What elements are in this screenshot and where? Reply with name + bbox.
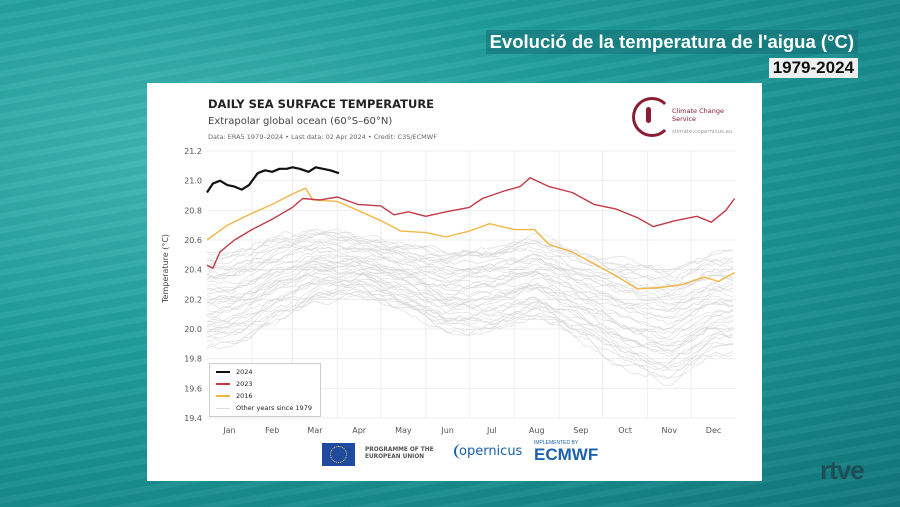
- ecmwf-note: IMPLEMENTED BY: [534, 440, 579, 446]
- y-tick-label: 20.0: [184, 325, 202, 334]
- legend-item-2024: 2024: [216, 368, 253, 376]
- series-line-other-year: [206, 247, 734, 299]
- series-line-other-year: [206, 294, 734, 371]
- c3s-logo: Climate Change Service climate.copernicu…: [632, 95, 742, 140]
- legend-label: 2016: [236, 392, 253, 400]
- headline-period: 1979-2024: [768, 58, 858, 78]
- x-tick-label: Jun: [440, 426, 454, 435]
- series-line-other-year: [206, 240, 734, 291]
- y-tick-label: 21.0: [184, 177, 202, 186]
- y-tick-label: 20.4: [184, 266, 202, 275]
- headline-title: Evolució de la temperatura de l'aigua (°…: [485, 30, 858, 54]
- y-tick-label: 19.4: [184, 414, 202, 423]
- legend-item-2023: 2023: [216, 380, 253, 388]
- series-line-other-year: [206, 267, 734, 334]
- series-line-2024: [206, 166, 340, 194]
- series-line-2016: [206, 187, 735, 290]
- series-line-2023: [206, 176, 736, 269]
- x-tick-label: May: [395, 426, 412, 435]
- c3s-ring-icon: [632, 97, 672, 137]
- y-tick-label: 20.2: [184, 295, 202, 304]
- series-line-other-year: [206, 244, 734, 294]
- x-tick-label: Dec: [706, 426, 721, 435]
- eu-programme-text: PROGRAMME OF THE EUROPEAN UNION: [365, 447, 434, 460]
- legend-item-other: Other years since 1979: [216, 404, 312, 412]
- c3s-name: Climate Change Service: [672, 107, 724, 123]
- legend-item-2016: 2016: [216, 392, 253, 400]
- series-line-other-year: [206, 228, 734, 278]
- series-line-other-year: [206, 258, 734, 319]
- x-tick-label: Jul: [486, 426, 497, 435]
- y-tick-label: 21.2: [184, 147, 202, 156]
- series-line-other-year: [206, 290, 734, 379]
- legend-swatch: [216, 370, 230, 374]
- legend-label: Other years since 1979: [236, 404, 312, 412]
- x-tick-label: Jan: [222, 426, 235, 435]
- chart-credit: Data: ERA5 1979–2024 • Last data: 02 Apr…: [208, 133, 437, 141]
- legend-swatch: [216, 383, 230, 385]
- series-line-other-year: [206, 292, 734, 386]
- legend-label: 2023: [236, 380, 253, 388]
- series-line-other-year: [206, 264, 734, 330]
- series-line-other-year: [206, 285, 734, 370]
- series-line-other-year: [206, 268, 734, 341]
- series-line-other-year: [206, 282, 734, 379]
- x-tick-label: Mar: [307, 426, 323, 435]
- ecmwf-text: ECMWF: [534, 445, 599, 464]
- eu-flag-icon: [322, 443, 355, 466]
- headline: Evolució de la temperatura de l'aigua (°…: [485, 30, 858, 78]
- legend-label: 2024: [236, 368, 253, 376]
- legend-swatch: [216, 395, 230, 397]
- chart-title: DAILY SEA SURFACE TEMPERATURE: [208, 97, 435, 111]
- series-line-other-year: [206, 273, 734, 338]
- series-line-other-year: [206, 279, 734, 368]
- y-tick-label: 20.6: [184, 236, 202, 245]
- ecmwf-logo: IMPLEMENTED BY ECMWF: [534, 440, 599, 465]
- x-tick-label: Feb: [265, 426, 279, 435]
- y-tick-label: 19.8: [184, 355, 202, 364]
- chart-subtitle: Extrapolar global ocean (60°S–60°N): [208, 116, 393, 127]
- c3s-url: climate.copernicus.eu: [672, 129, 733, 135]
- y-axis-label: Temperature (°C): [161, 233, 170, 303]
- rtve-logo: rtve: [820, 455, 865, 485]
- x-tick-label: Apr: [352, 426, 367, 435]
- series-line-other-year: [206, 254, 734, 304]
- series-line-other-year: [206, 257, 734, 313]
- x-tick-label: Oct: [618, 426, 632, 435]
- series-line-other-year: [206, 268, 734, 348]
- chart-svg: 21.2 21.0 20.8 20.6 20.4 20.2 20.0 19.8 19.6 19.4…: [184, 147, 736, 435]
- series-line-other-year: [206, 274, 734, 347]
- series-line-other-year: [206, 265, 734, 331]
- x-tick-label: Aug: [529, 426, 545, 435]
- x-tick-label: Nov: [662, 426, 678, 435]
- series-line-other-year: [206, 282, 734, 364]
- x-tick-label: Sep: [573, 426, 588, 435]
- series-line-other-year: [206, 228, 734, 271]
- partner-logos: PROGRAMME OF THE EUROPEAN UNION opernicu…: [322, 440, 702, 471]
- series-line-other-year: [206, 272, 734, 347]
- copernicus-logo: opernicus: [454, 444, 522, 459]
- series-line-other-year: [206, 269, 734, 354]
- series-line-other-year: [206, 255, 734, 313]
- thermometer-icon: [646, 107, 651, 123]
- series-line-other-year: [206, 229, 734, 274]
- y-tick-label: 19.6: [184, 384, 202, 393]
- legend: 2024 2023 2016 Other years since 1979: [209, 363, 321, 417]
- series-line-other-year: [206, 246, 734, 296]
- y-tick-label: 20.8: [184, 206, 202, 215]
- legend-swatch: [216, 407, 230, 409]
- chart-card: 21.2 21.0 20.8 20.6 20.4 20.2 20.0 19.8 19.6 19.4…: [147, 83, 762, 481]
- series-line-other-year: [206, 241, 734, 298]
